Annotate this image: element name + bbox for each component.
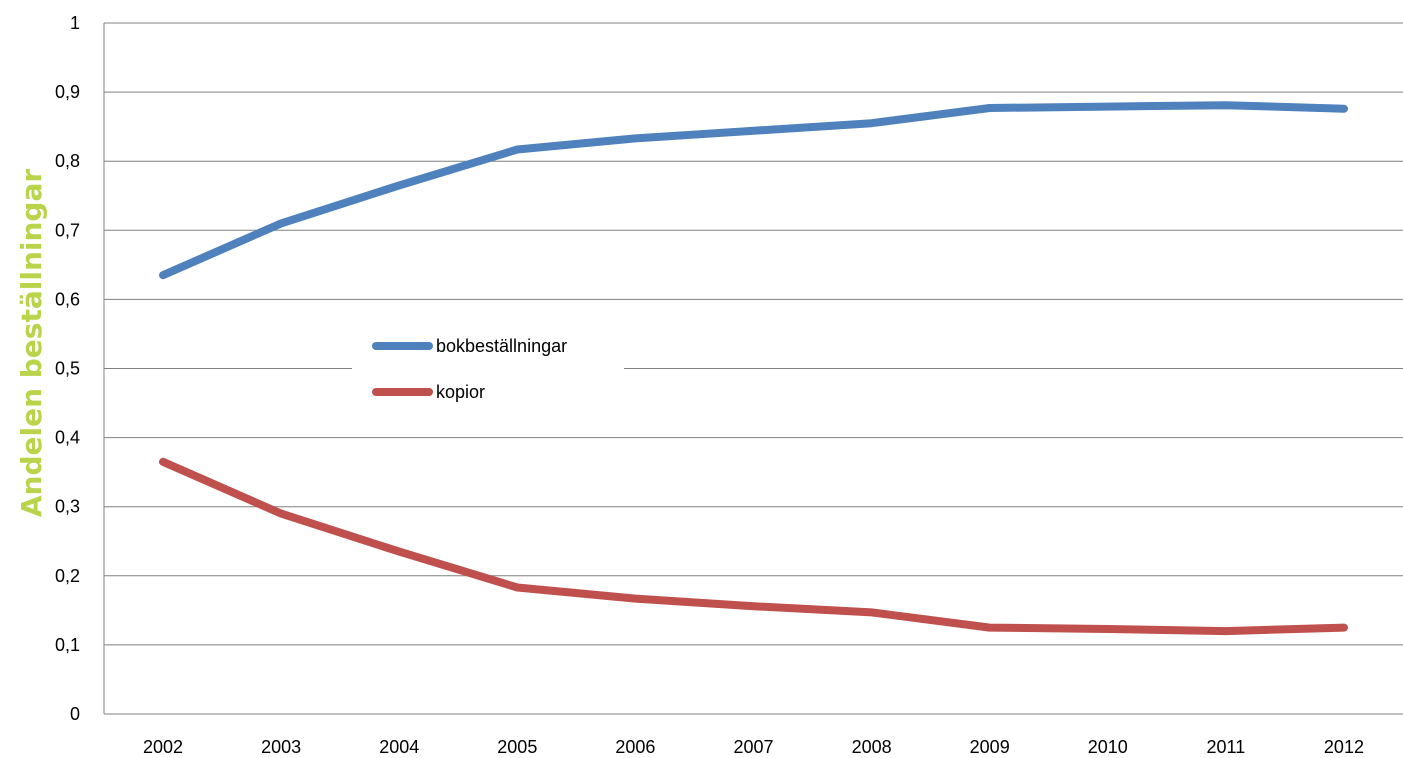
x-tick-labels: 2002 2003 2004 2005 2006 2007 2008 2009 2010 2011… (143, 737, 1364, 757)
series-line-1 (159, 101, 1348, 280)
x-tick-label: 2007 (733, 737, 773, 757)
legend-box (352, 322, 624, 412)
x-tick-label: 2008 (852, 737, 892, 757)
y-tick-labels: 0 0,1 0,2 0,3 0,4 0,5 0,6 0,7 0,8 0,9 1 (55, 13, 80, 724)
y-tick-label: 1 (70, 13, 80, 33)
x-tick-label: 2005 (497, 737, 537, 757)
y-tick-label: 0,6 (55, 289, 80, 309)
legend: bokbeställningar kopior (352, 322, 624, 412)
x-tick-label: 2004 (379, 737, 419, 757)
legend-label: bokbeställningar (436, 336, 567, 356)
y-tick-label: 0,3 (55, 497, 80, 517)
y-axis-label: Andelen beställningar (15, 169, 48, 517)
y-tick-label: 0,1 (55, 635, 80, 655)
x-tick-label: 2012 (1324, 737, 1364, 757)
x-tick-label: 2010 (1088, 737, 1128, 757)
x-tick-label: 2011 (1207, 737, 1246, 757)
gridlines (104, 22, 1403, 646)
y-tick-label: 0 (70, 704, 80, 724)
y-tick-label: 0,5 (55, 359, 80, 379)
y-tick-label: 0,7 (55, 220, 80, 240)
x-tick-label: 2003 (261, 737, 301, 757)
y-tick-label: 0,9 (55, 82, 80, 102)
y-tick-label: 0,4 (55, 428, 80, 448)
axes (103, 23, 1403, 715)
x-tick-label: 2006 (615, 737, 655, 757)
series-lines (159, 101, 1348, 636)
legend-label: kopior (436, 382, 485, 402)
y-tick-label: 0,2 (55, 566, 80, 586)
y-tick-label: 0,8 (55, 151, 80, 171)
series-line-2 (159, 457, 1348, 636)
x-tick-label: 2009 (970, 737, 1010, 757)
x-tick-label: 2002 (143, 737, 183, 757)
